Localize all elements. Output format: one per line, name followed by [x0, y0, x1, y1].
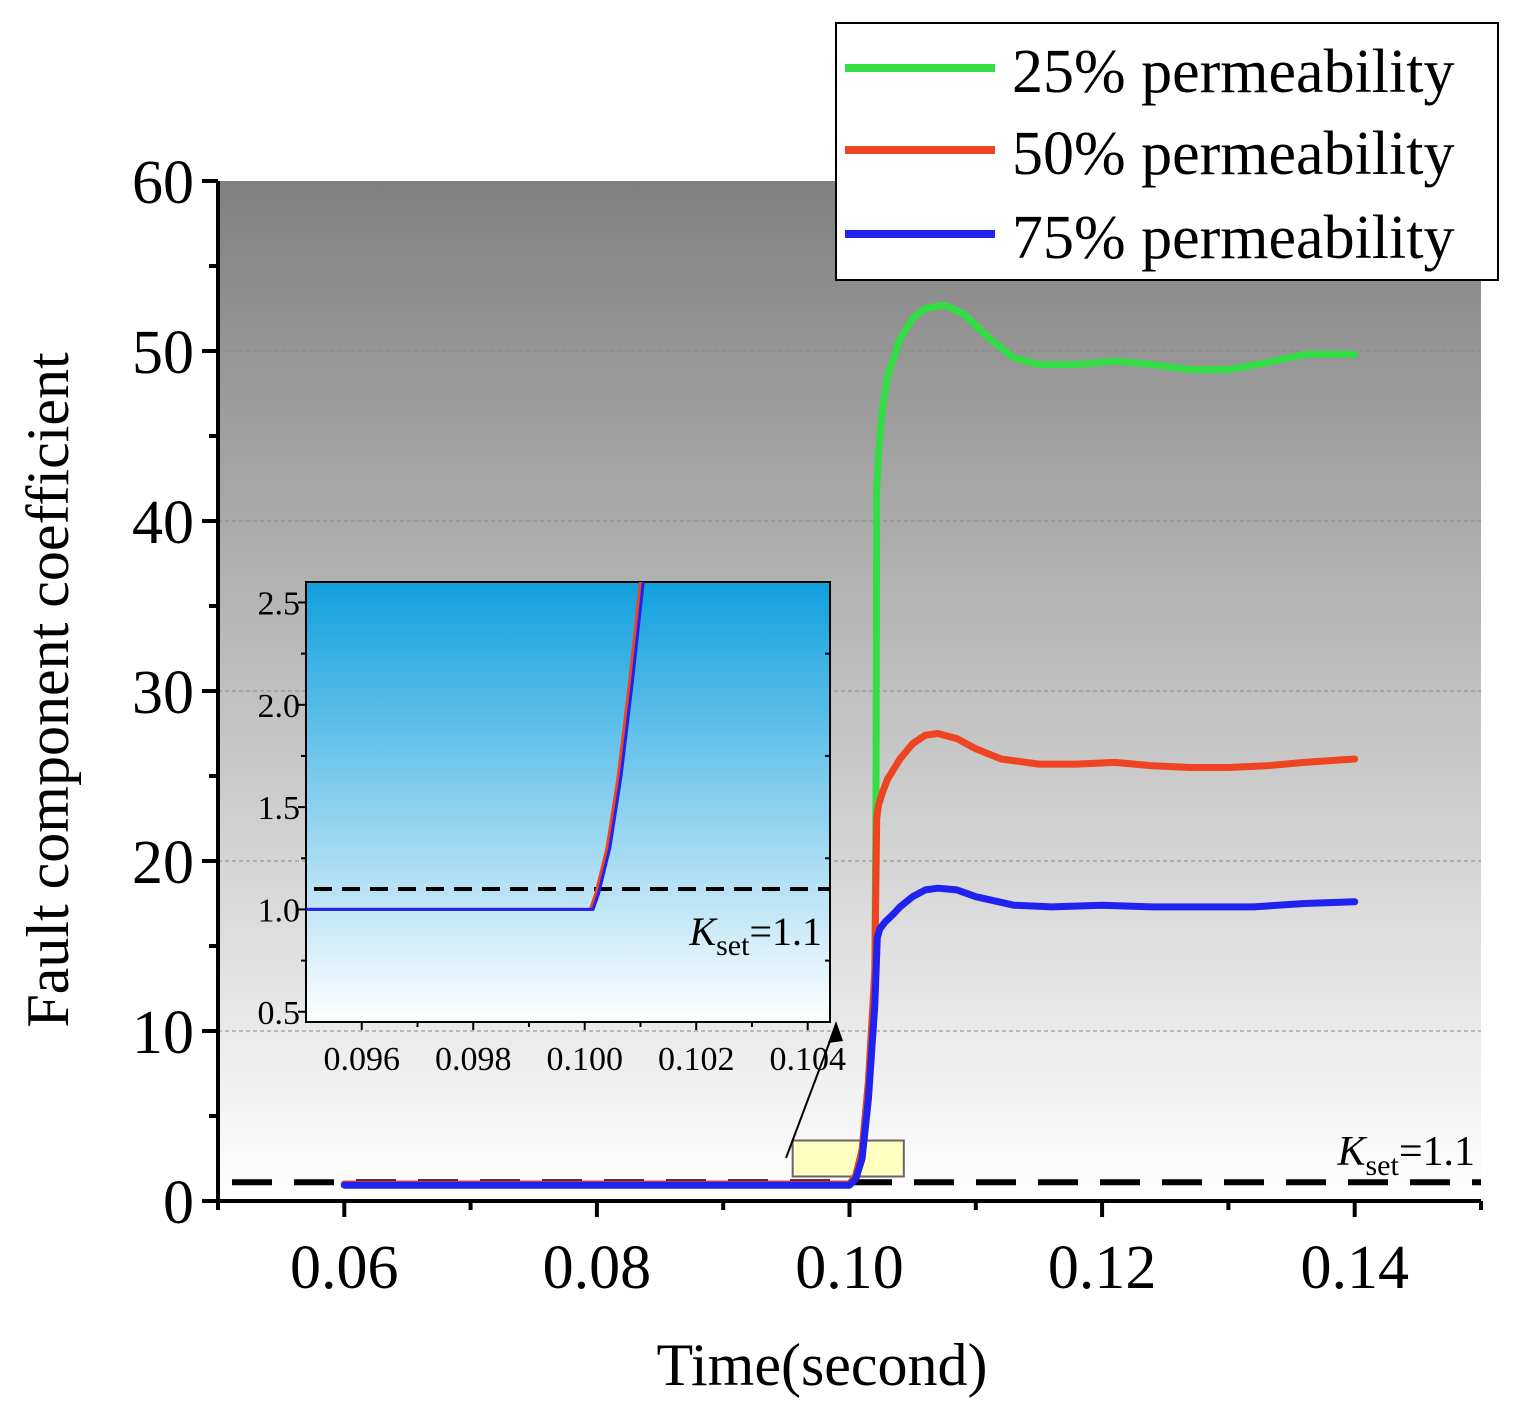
inset-y-tick-label: 1.5: [258, 790, 301, 827]
inset-chart: 0.5 1.0 1.5 2.0 2.5 0.096 0.098 0.100 0.102 0.104…: [258, 581, 846, 1078]
inset-x-tick-label: 0.100: [546, 1041, 623, 1078]
legend: 25% permeability 50% permeability 75% pe…: [835, 22, 1499, 281]
legend-label-25: 25% permeability: [1012, 38, 1454, 106]
inset-y-tick-label: 2.5: [258, 585, 301, 622]
y-tick-label: 60: [132, 149, 194, 217]
legend-label-75: 75% permeability: [1012, 204, 1454, 272]
legend-label-50: 50% permeability: [1012, 120, 1454, 188]
y-tick-label: 10: [132, 999, 194, 1067]
inset-x-tick-label: 0.102: [658, 1041, 735, 1078]
inset-x-tick-label: 0.104: [769, 1041, 846, 1078]
series-layer: [340, 301, 1359, 1189]
inset-y-tick-label: 2.0: [258, 688, 301, 725]
y-tick-label: 20: [132, 829, 194, 897]
x-tick-label: 0.06: [290, 1234, 399, 1302]
zoom-arrow: [785, 1021, 843, 1159]
series-line-2: [340, 884, 1359, 1189]
x-tick-label: 0.14: [1300, 1234, 1409, 1302]
threshold-label: Kset=1.1: [1336, 1129, 1475, 1182]
inset-series-line-1: [306, 582, 645, 911]
y-tick-label: 40: [132, 489, 194, 557]
x-tick-label: 0.10: [795, 1234, 904, 1302]
y-tick-label: 30: [132, 659, 194, 727]
x-axis-label: Time(second): [656, 1332, 987, 1398]
y-tick-label: 0: [163, 1169, 194, 1237]
ticks: 0 10 20 30 40 50 60 0.06 0.08 0.10 0.12 0.14: [132, 149, 1483, 1302]
inset-y-tick-label: 1.0: [258, 892, 301, 929]
inset-ticks: 0.5 1.0 1.5 2.0 2.5 0.096 0.098 0.100 0.102 0.104: [258, 585, 846, 1078]
x-tick-label: 0.08: [543, 1234, 652, 1302]
y-axis-label: Fault component coefficient: [15, 352, 81, 1028]
inset-y-tick-label: 0.5: [258, 995, 301, 1032]
inset-series-layer: [306, 582, 645, 911]
inset-x-tick-label: 0.096: [323, 1041, 400, 1078]
x-tick-label: 0.12: [1048, 1234, 1157, 1302]
inset-background: [305, 581, 831, 1023]
inset-threshold-label: Kset=1.1: [688, 909, 822, 962]
zoom-region-box: [791, 1139, 905, 1178]
y-tick-label: 50: [132, 319, 194, 387]
inset-x-tick-label: 0.098: [435, 1041, 512, 1078]
